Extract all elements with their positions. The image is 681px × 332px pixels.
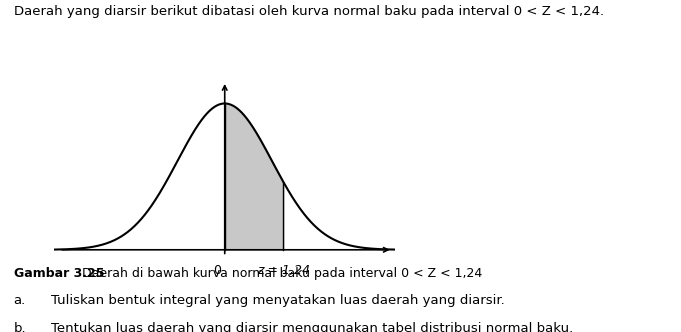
Text: Gambar 3.25: Gambar 3.25 (14, 267, 104, 280)
Text: Daerah di bawah kurva normal baku pada interval 0 < Z < 1,24: Daerah di bawah kurva normal baku pada i… (78, 267, 483, 280)
Text: b.: b. (14, 322, 27, 332)
Text: a.: a. (14, 294, 26, 307)
Text: Tuliskan bentuk integral yang menyatakan luas daerah yang diarsir.: Tuliskan bentuk integral yang menyatakan… (51, 294, 505, 307)
Text: Daerah yang diarsir berikut dibatasi oleh kurva normal baku pada interval 0 < Z : Daerah yang diarsir berikut dibatasi ole… (14, 5, 604, 18)
Text: 0: 0 (213, 264, 221, 277)
Text: z = 1,24: z = 1,24 (257, 264, 310, 277)
Text: Tentukan luas daerah yang diarsir menggunakan tabel distribusi normal baku.: Tentukan luas daerah yang diarsir menggu… (51, 322, 573, 332)
